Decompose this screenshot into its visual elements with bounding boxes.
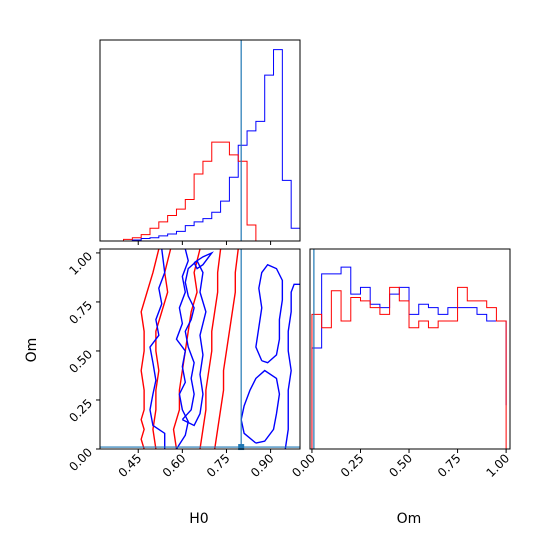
x-axis-label-h0: H0 [189,511,208,527]
contour-line-1-5 [255,263,284,364]
contour-line-1-0 [149,249,166,449]
om-histogram-x-tick-label: 0.25 [338,451,367,480]
h0-histogram-series-0 [131,49,301,241]
contour-line-1-3 [181,259,207,427]
om-histogram-x-tick-label: 0.50 [386,451,415,480]
contour-line-1-2 [193,251,214,270]
h0-histogram-frame [99,39,301,242]
om-histogram-frame [309,248,511,450]
y-axis-label-om: Om [24,338,40,363]
truth-marker [238,444,245,451]
contour-line-1-1 [175,249,189,449]
om-histogram-x-tick-label: 0.00 [289,451,318,480]
contour-line-0-0 [140,249,160,449]
om-histogram-panel: 0.00 0.25 0.50 0.75 1.00 [289,248,512,480]
contour-lines-group [140,249,300,449]
contour-line-1-6 [284,283,300,449]
contour-line-0-3 [199,249,222,449]
h0-om-contour-panel: 0.45 0.60 0.75 0.90 0.00 0.25 0.50 0.75 1.00 [66,248,301,480]
contour-line-0-1 [152,249,172,449]
h0-histogram-series-1 [123,141,257,241]
contour-line-0-4 [214,249,239,449]
contour-y-tick-label: 0.25 [66,396,95,425]
x-axis-label-om: Om [397,511,422,527]
om-histogram-x-tick-label: 0.75 [435,451,464,480]
contour-y-tick-label: 0.75 [66,298,95,327]
contour-frame [99,248,301,450]
contour-y-tick-label: 0.00 [66,445,95,474]
contour-y-tick-label: 0.50 [66,347,95,376]
contour-x-tick-label: 0.45 [116,451,145,480]
om-histogram-x-tick-label: 1.00 [483,451,512,480]
contour-x-tick-label: 0.60 [160,451,189,480]
contour-y-tick-label: 1.00 [66,249,95,278]
contour-line-1-4 [240,369,281,444]
om-histogram-series-0 [311,266,507,449]
om-histogram-series-1 [311,286,507,449]
h0-histogram-panel [99,39,301,245]
contour-x-tick-label: 0.90 [248,451,277,480]
contour-x-tick-label: 0.75 [204,451,233,480]
